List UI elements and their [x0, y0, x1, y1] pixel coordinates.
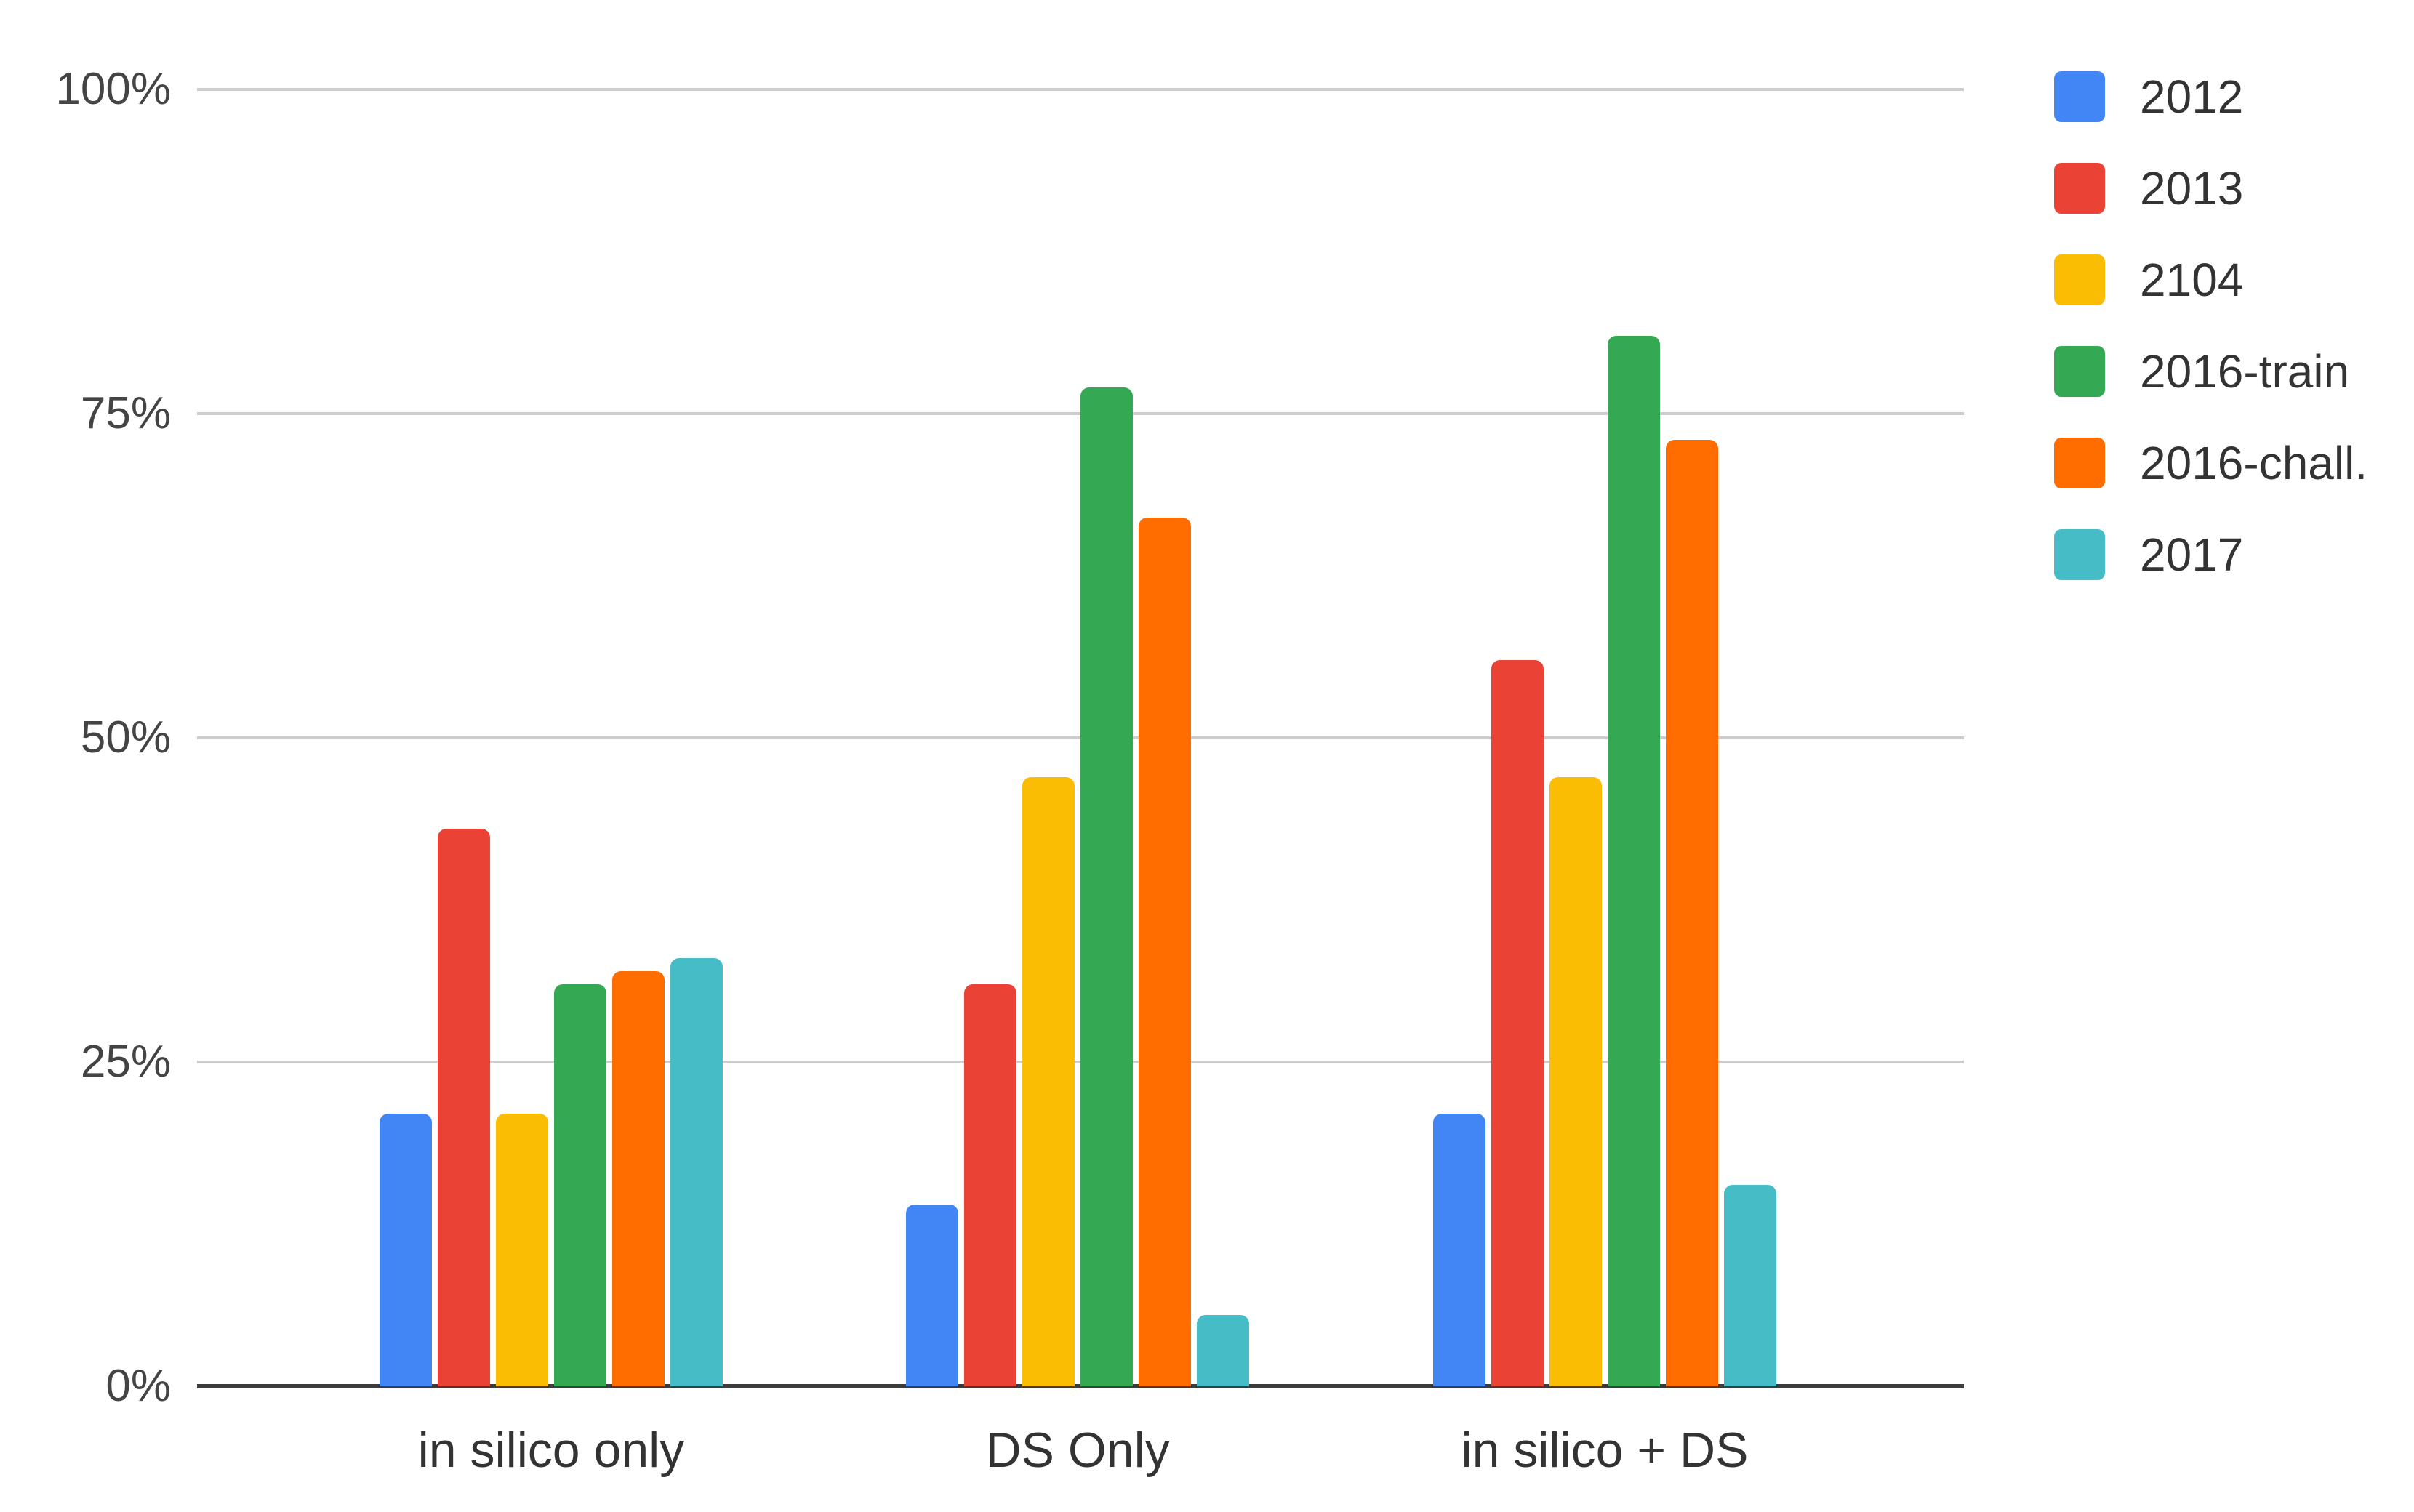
bar-2012 [1432, 1114, 1485, 1386]
y-axis-tick-label: 100% [55, 64, 171, 114]
bar-2017 [1197, 1314, 1250, 1386]
gridline-25% [197, 1061, 1964, 1063]
y-axis-tick-label: 50% [80, 712, 171, 763]
legend-label: 2013 [2140, 162, 2244, 214]
legend: 2012 2013 2104 2016-train 2016-chall. 2017 [2054, 71, 2368, 581]
legend-label: 2017 [2140, 528, 2244, 581]
legend-item-2012: 2012 [2054, 71, 2367, 123]
gridline-75% [197, 412, 1964, 415]
x-axis-category-label: DS Only [985, 1423, 1170, 1478]
bar-2016-chall. [611, 971, 665, 1386]
legend-label: 2012 [2140, 71, 2244, 123]
legend-label: 2016-chall. [2140, 437, 2368, 489]
legend-item-2104: 2104 [2054, 254, 2367, 306]
bar-2104 [1549, 776, 1602, 1386]
y-axis-tick-label: 0% [105, 1361, 171, 1411]
bar-2016-chall. [1665, 439, 1718, 1386]
bar-2016-train [553, 984, 606, 1386]
bar-group-2 [906, 387, 1250, 1386]
gridline-50% [197, 736, 1964, 739]
bar-2013 [1491, 659, 1544, 1386]
bar-2017 [670, 958, 723, 1386]
bar-2016-train [1080, 387, 1134, 1386]
gridline-100% [197, 88, 1964, 91]
bar-group-3 [1432, 335, 1776, 1386]
bar-2016-train [1607, 335, 1660, 1386]
legend-swatch-icon [2054, 529, 2105, 580]
legend-label: 2016-train [2140, 345, 2350, 398]
legend-item-2013: 2013 [2054, 162, 2367, 214]
legend-swatch-icon [2054, 163, 2105, 214]
bar-2016-chall. [1139, 517, 1192, 1386]
plot-area [197, 88, 1964, 1388]
legend-swatch-icon [2054, 438, 2105, 488]
bar-2012 [379, 1114, 432, 1386]
x-axis-line [197, 1384, 1964, 1388]
x-axis-category-label: in silico + DS [1461, 1423, 1749, 1478]
bar-2012 [906, 1205, 959, 1386]
bar-2013 [437, 828, 490, 1386]
y-axis-tick-label: 25% [80, 1037, 171, 1087]
bar-2013 [964, 984, 1017, 1386]
legend-swatch-icon [2054, 71, 2105, 122]
legend-item-2016-train: 2016-train [2054, 345, 2367, 398]
legend-swatch-icon [2054, 346, 2105, 397]
bar-group-1 [379, 828, 723, 1386]
legend-item-2017: 2017 [2054, 528, 2367, 581]
legend-item-2016-chall.: 2016-chall. [2054, 437, 2368, 489]
x-axis-category-label: in silico only [417, 1423, 685, 1478]
bar-2104 [495, 1114, 548, 1386]
y-axis-tick-label: 75% [80, 388, 171, 438]
bar-2017 [1723, 1185, 1776, 1386]
legend-swatch-icon [2054, 254, 2105, 305]
bar-2104 [1022, 776, 1075, 1386]
legend-label: 2104 [2140, 254, 2244, 306]
